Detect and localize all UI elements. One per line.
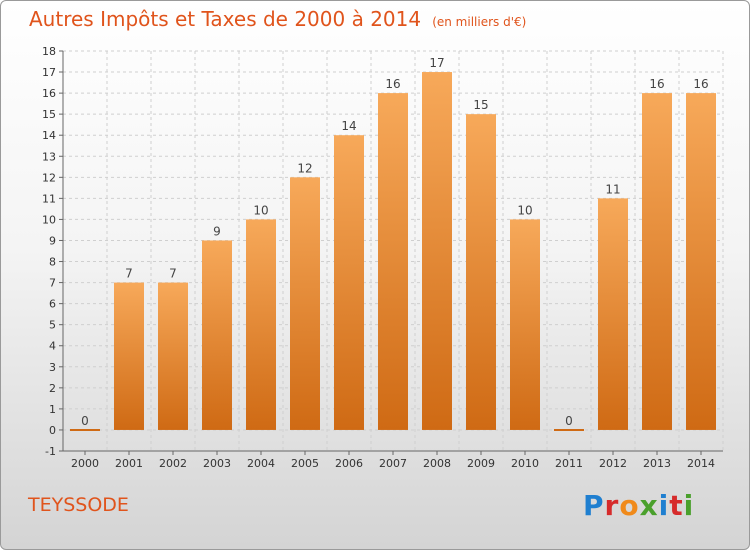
chart-title: Autres Impôts et Taxes de 2000 à 2014 [29,7,422,31]
bar-2010 [510,219,540,430]
x-tick-label-2009: 2009 [467,457,495,470]
bar-2006 [334,135,364,430]
x-tick-label-2010: 2010 [511,457,539,470]
bar-2008 [422,72,452,430]
bar-2003 [202,240,232,430]
y-tick-label: 9 [49,234,56,247]
value-label-2007: 16 [385,77,400,91]
bar-2009 [466,114,496,430]
x-tick-label-2001: 2001 [115,457,143,470]
bar-2013 [642,93,672,430]
bars [70,72,716,431]
bar-2012 [598,198,628,430]
y-tick-label: 12 [42,171,56,184]
y-tick-label: 7 [49,277,56,290]
proxiti-logo[interactable]: Proxiti [583,489,695,522]
title-row: Autres Impôts et Taxes de 2000 à 2014 (e… [29,7,526,31]
bar-2014 [686,93,716,430]
x-tick-label-2002: 2002 [159,457,187,470]
x-tick-label-2008: 2008 [423,457,451,470]
value-label-2013: 16 [649,77,664,91]
bar-2002 [158,282,188,430]
x-tick-label-2012: 2012 [599,457,627,470]
y-tick-label: 13 [42,150,56,163]
value-label-2011: 0 [565,414,573,428]
bar-2007 [378,93,408,430]
x-tick-label-2014: 2014 [687,457,715,470]
y-tick-label: 16 [42,87,56,100]
y-tick-label: 17 [42,66,56,79]
value-label-2001: 7 [125,267,133,281]
value-label-2004: 10 [253,203,268,217]
y-tick-label: 2 [49,382,56,395]
y-tick-label: 18 [42,45,56,58]
x-tick-label-2005: 2005 [291,457,319,470]
value-label-2002: 7 [169,267,177,281]
value-label-2008: 17 [429,56,444,70]
x-tick-label-2007: 2007 [379,457,407,470]
y-tick-label: 1 [49,403,56,416]
y-tick-label: 15 [42,108,56,121]
y-tick-label: 11 [42,192,56,205]
bar-2004 [246,219,276,430]
value-label-2006: 14 [341,119,356,133]
value-label-2005: 12 [297,161,312,175]
value-label-2009: 15 [473,98,488,112]
bar-2001 [114,282,144,430]
y-tick-label: -1 [45,445,56,458]
x-tick-label-2013: 2013 [643,457,671,470]
y-tick-label: 0 [49,424,56,437]
value-label-2000: 0 [81,414,89,428]
y-tick-label: 3 [49,361,56,374]
y-tick-label: 8 [49,256,56,269]
x-tick-label-2004: 2004 [247,457,275,470]
chart-subtitle: (en milliers d'€) [432,15,527,29]
labels: 0 7 7 9 10 12 14 16 17 15 10 0 11 16 16 [81,56,708,428]
y-tick-label: 6 [49,298,56,311]
value-label-2012: 11 [605,182,620,196]
y-tick-label: 5 [49,319,56,332]
value-label-2003: 9 [213,224,221,238]
y-tick-label: 4 [49,340,56,353]
x-tick-label-2006: 2006 [335,457,363,470]
y-tick-label: 14 [42,129,56,142]
x-tick-label-2000: 2000 [71,457,99,470]
y-tick-label: 10 [42,213,56,226]
bar-2005 [290,177,320,430]
value-label-2014: 16 [693,77,708,91]
x-tick-label-2011: 2011 [555,457,583,470]
x-tick-label-2003: 2003 [203,457,231,470]
commune-name: TEYSSODE [28,494,129,516]
value-label-2010: 10 [517,203,532,217]
